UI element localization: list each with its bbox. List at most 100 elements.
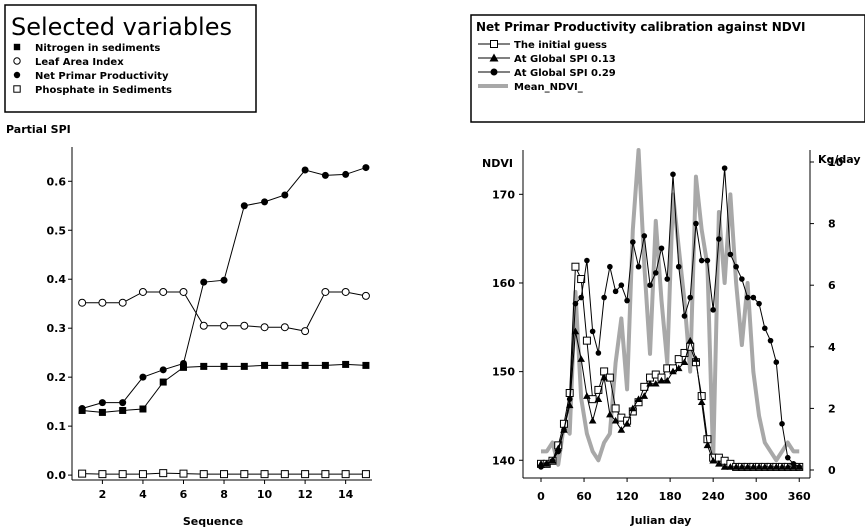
left-data-point: [301, 361, 309, 369]
left-data-point: [78, 405, 86, 413]
left-data-point: [159, 378, 167, 386]
left-data-point: [280, 323, 289, 332]
right-data-point: [588, 416, 597, 424]
left-legend-label: Leaf Area Index: [35, 57, 124, 68]
left-y-tick-label: 0.3: [47, 322, 67, 335]
right-data-point: [686, 336, 695, 344]
right-data-point: [640, 382, 649, 391]
left-data-point: [240, 362, 248, 370]
left-data-point: [98, 399, 106, 407]
right-data-point: [629, 404, 637, 412]
right-x-tick-label: 60: [576, 490, 592, 503]
left-data-point: [119, 406, 127, 414]
left-data-point: [361, 470, 370, 479]
right-data-point: [762, 325, 768, 332]
left-data-point: [78, 469, 87, 478]
right-data-point: [601, 294, 607, 301]
right-data-point: [727, 251, 734, 258]
right-data-point: [778, 463, 786, 470]
right-data-point: [743, 463, 752, 470]
left-data-point: [281, 191, 289, 199]
left-data-point: [159, 469, 168, 478]
left-data-point: [199, 470, 208, 479]
right-data-point: [583, 392, 591, 399]
right-right-axis-label: Kg/day: [818, 153, 861, 166]
right-series-line: [540, 168, 800, 468]
right-data-point: [612, 288, 619, 295]
left-data-point: [281, 361, 289, 369]
right-legend-marker: [490, 68, 498, 76]
right-legend-label: At Global SPI 0.13: [514, 54, 616, 65]
left-x-tick-label: 12: [297, 488, 312, 501]
left-data-point: [261, 361, 269, 369]
right-data-point: [796, 464, 803, 470]
left-data-point: [260, 323, 269, 332]
left-y-tick-label: 0.1: [47, 420, 67, 433]
right-data-point: [582, 336, 591, 345]
right-chart-title: Net Primar Productivity calibration agai…: [476, 20, 805, 34]
left-data-point: [78, 298, 87, 307]
right-data-point: [761, 463, 769, 470]
right-data-point: [783, 463, 792, 470]
right-data-point: [588, 395, 597, 404]
left-data-point: [199, 321, 208, 330]
right-data-point: [680, 358, 689, 365]
right-series-line: [541, 148, 800, 467]
right-data-point: [670, 171, 676, 178]
right-right-y-tick-label: 0: [828, 464, 836, 477]
left-data-point: [98, 470, 107, 479]
right-data-point: [755, 463, 763, 470]
right-x-tick-label: 0: [537, 490, 545, 503]
right-legend-label: The initial guess: [514, 40, 607, 51]
left-data-point: [139, 405, 147, 413]
left-data-point: [321, 361, 329, 369]
left-x-axis-label: Sequence: [183, 515, 243, 528]
left-y-tick-label: 0.2: [47, 371, 67, 384]
left-y-tick-label: 0.6: [47, 175, 67, 188]
right-data-point: [634, 395, 643, 402]
right-x-tick-label: 180: [659, 490, 682, 503]
right-data-point: [611, 404, 620, 413]
right-data-point: [657, 376, 666, 384]
left-data-point: [98, 408, 106, 416]
right-data-point: [600, 373, 608, 381]
right-data-point: [739, 276, 745, 282]
right-data-point: [617, 426, 626, 433]
right-data-point: [738, 463, 746, 470]
left-legend-marker: [13, 71, 21, 79]
left-legend-title: Selected variables: [11, 13, 232, 41]
left-data-point: [179, 363, 187, 371]
right-data-point: [594, 385, 603, 394]
right-data-point: [651, 379, 660, 387]
left-data-point: [362, 361, 370, 369]
left-x-tick-label: 2: [99, 488, 107, 501]
left-data-point: [220, 321, 229, 330]
right-data-point: [703, 441, 712, 449]
right-data-point: [750, 294, 757, 301]
right-right-y-tick-label: 10: [828, 156, 844, 169]
right-data-point: [674, 364, 683, 372]
right-data-point: [732, 463, 740, 470]
right-data-point: [720, 463, 729, 470]
left-data-point: [342, 360, 350, 368]
right-data-point: [624, 297, 630, 304]
left-x-tick-label: 4: [139, 488, 147, 501]
left-chart: Partial SPI 0.0 0.1 0.2 0.3 0.4 0.5 0.6 2 4 6 8 10…: [6, 123, 372, 528]
right-data-point: [710, 307, 716, 313]
left-data-point: [341, 287, 350, 296]
right-data-point: [692, 355, 700, 362]
left-data-point: [301, 470, 310, 479]
right-right-y-tick-label: 2: [828, 402, 836, 415]
right-data-point: [605, 373, 614, 382]
left-data-point: [362, 164, 370, 172]
left-legend: Selected variables Nitrogen in sediments…: [4, 4, 257, 113]
right-x-axis-label: Julian day: [630, 514, 692, 527]
right-data-point: [595, 350, 602, 356]
left-data-point: [361, 291, 370, 300]
right-data-point: [704, 257, 711, 264]
right-x-tick-label: 120: [616, 490, 639, 503]
right-data-point: [566, 396, 573, 402]
left-series-net-primar-productivity: [78, 164, 370, 413]
left-data-point: [342, 170, 350, 178]
